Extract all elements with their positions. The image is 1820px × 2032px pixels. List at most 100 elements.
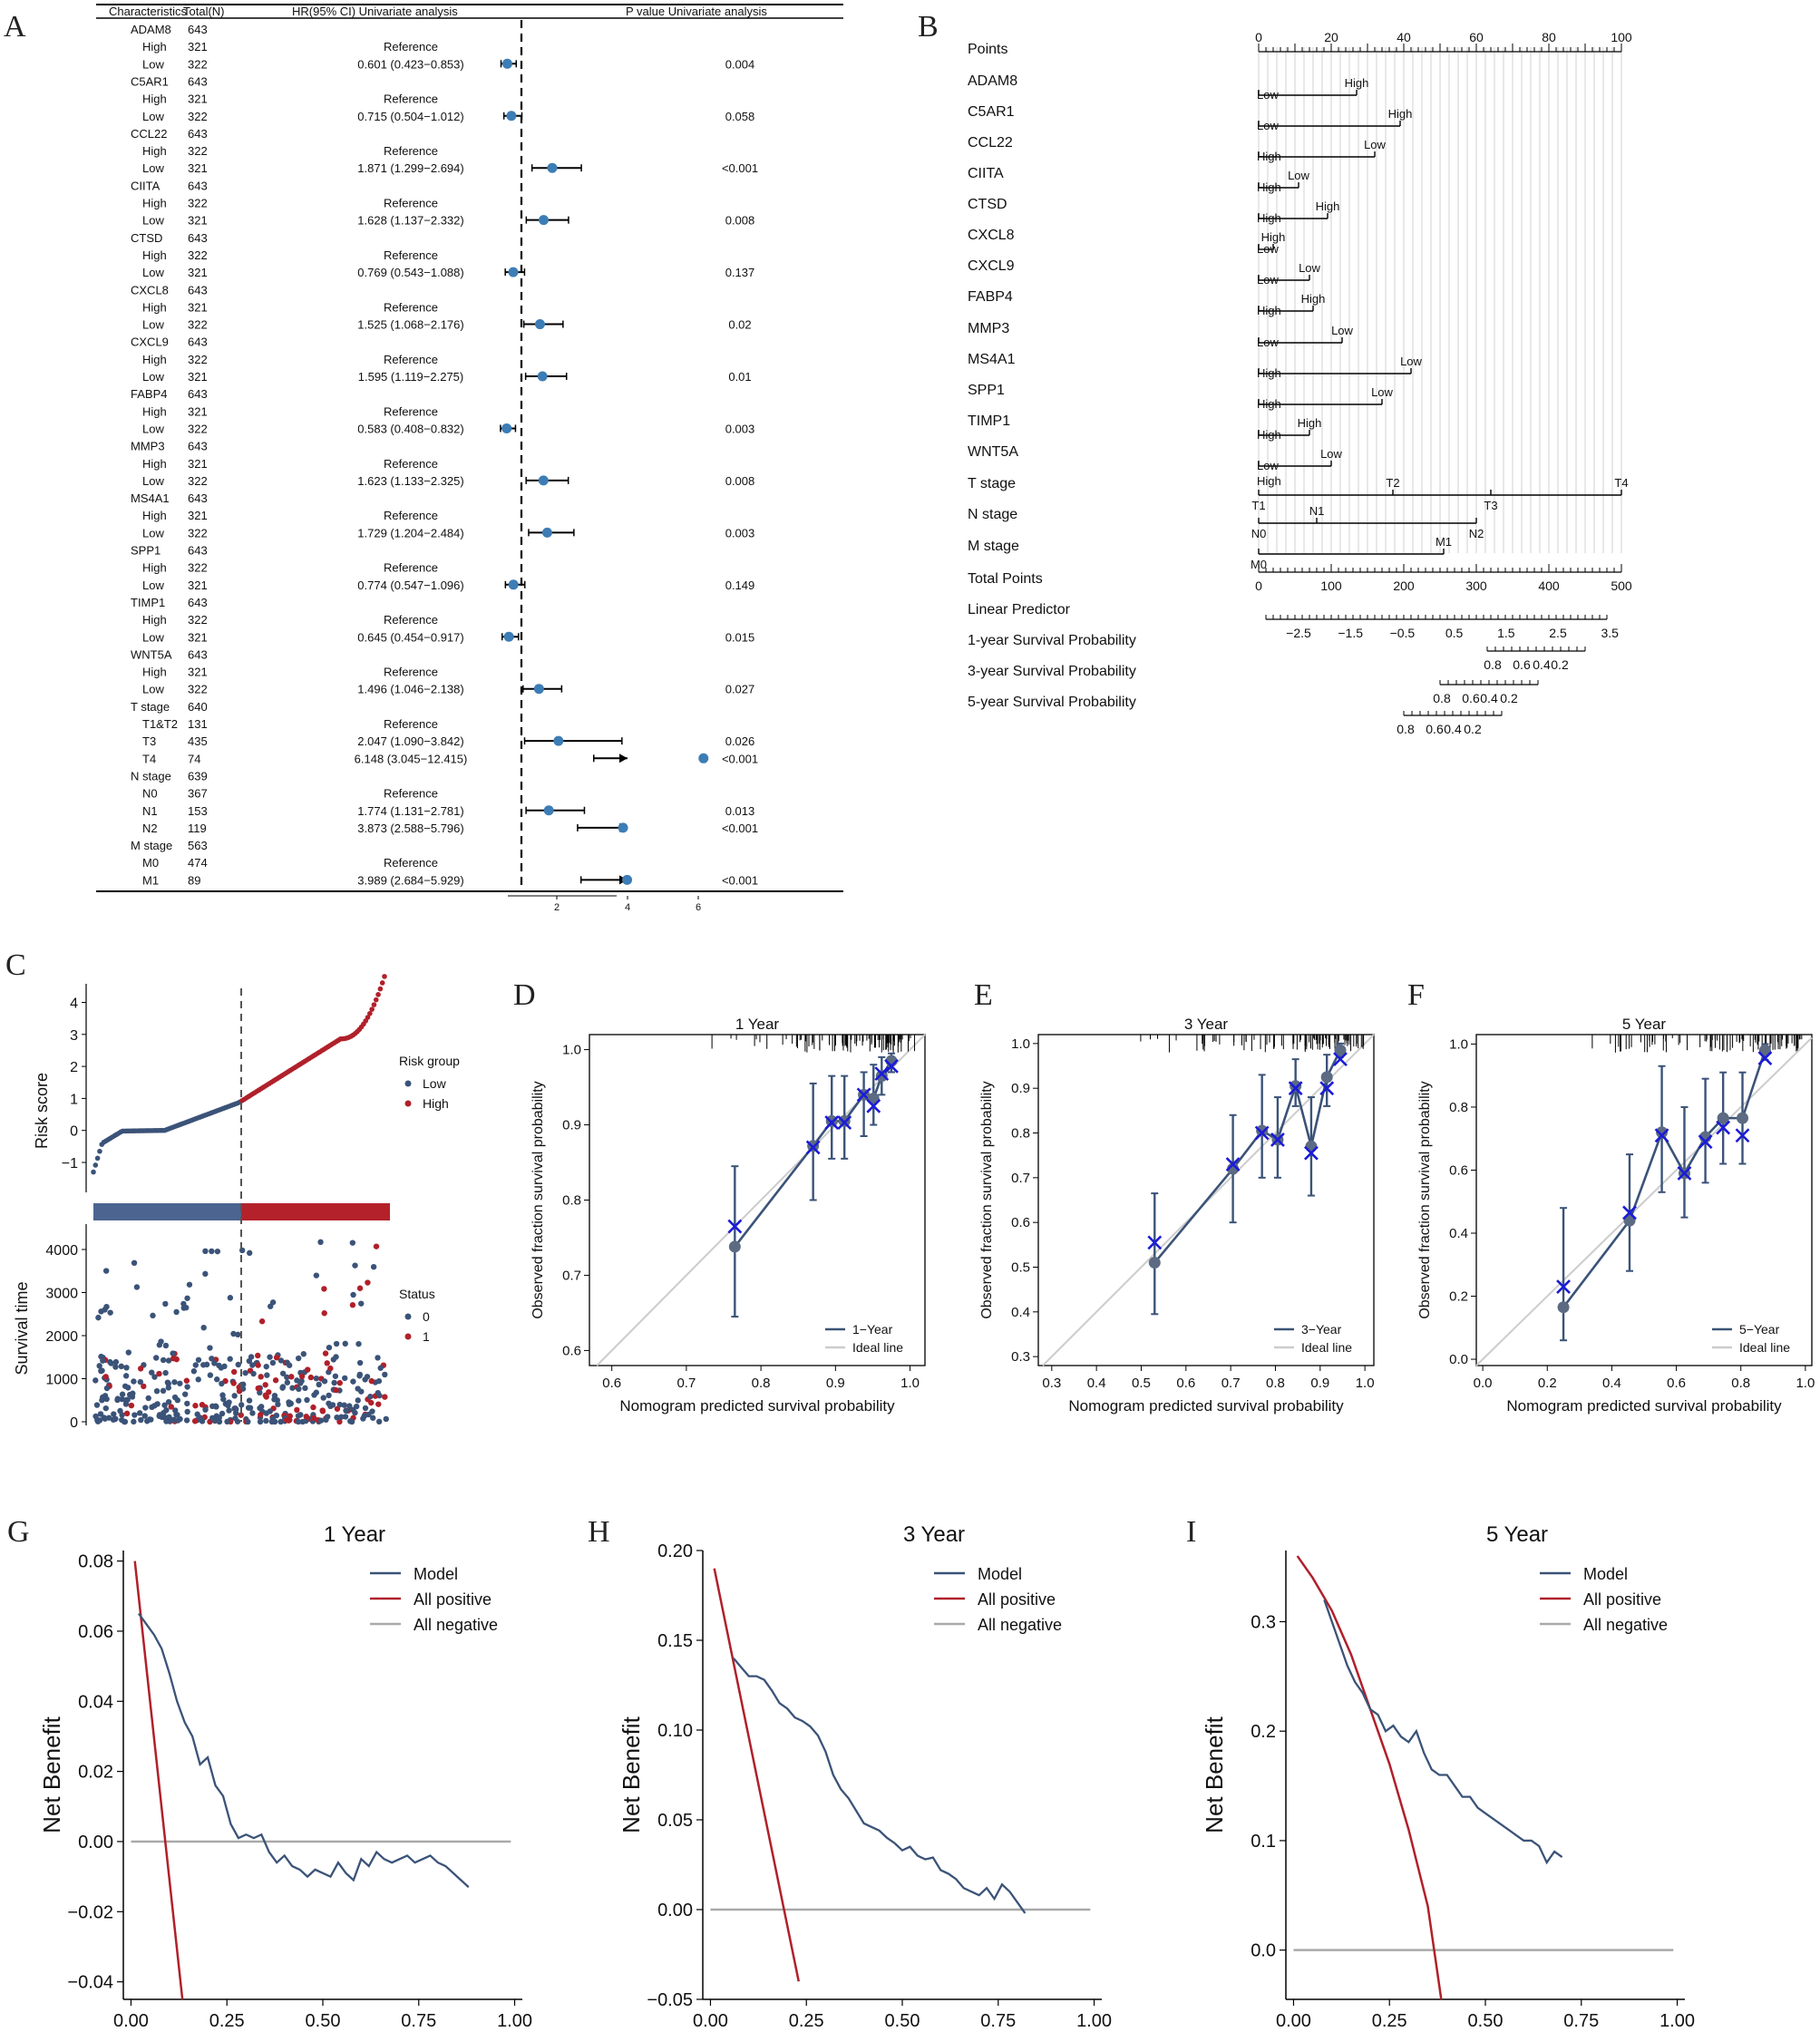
forest-row-pvalue: 0.008 (725, 474, 755, 488)
calibration-xtick-label: 0.4 (1602, 1376, 1621, 1391)
nomogram-level-left: Low (1257, 459, 1279, 472)
surv3-tick-label: 0.2 (1500, 691, 1518, 705)
forest-row-total: 321 (188, 578, 208, 592)
survival-point (219, 1410, 226, 1417)
dca-ylabel: Net Benefit (618, 1716, 645, 1833)
survival-point (238, 1402, 245, 1408)
forest-row-label: C5AR1 (131, 74, 169, 88)
survival-point (153, 1355, 160, 1361)
nomogram-row-label: CIITA (968, 166, 1004, 181)
survival-point (333, 1386, 339, 1394)
survival-point (171, 1417, 178, 1424)
survival-point (311, 1415, 317, 1422)
dca-ytick-label: 0.00 (657, 1901, 693, 1920)
nomogram-level-right: High (1301, 292, 1326, 306)
survival-point (192, 1362, 200, 1368)
calibration-x-marker (1654, 1128, 1669, 1143)
dca-legend-label: All positive (414, 1590, 491, 1609)
survival-point (133, 1284, 141, 1290)
survival-point (220, 1395, 227, 1403)
survival-point (165, 1385, 171, 1391)
calibration-title: 5 Year (1622, 1016, 1667, 1033)
survival-point (375, 1377, 383, 1385)
forest-row-label: CXCL8 (131, 283, 169, 297)
survival-point (287, 1413, 294, 1419)
forest-row-total: 321 (188, 457, 208, 471)
survival-point (166, 1414, 172, 1421)
total-points-tick-label: 500 (1611, 578, 1632, 593)
survival-point (227, 1356, 233, 1362)
forest-row-label: Low (142, 370, 164, 384)
forest-row-label: High (142, 197, 167, 210)
panel-letter-D: D (513, 978, 536, 1012)
calibration-ytick-label: 0.7 (1011, 1171, 1030, 1186)
forest-row-total: 321 (188, 404, 208, 418)
survival-point (231, 1393, 238, 1399)
survival-point (334, 1414, 340, 1421)
forest-row-label: Low (142, 683, 164, 696)
calibration-ytick-label: 0.9 (562, 1118, 581, 1133)
survival-point (303, 1417, 309, 1424)
forest-row-label: Low (142, 57, 164, 71)
risk-ytick-label: 0 (70, 1124, 78, 1140)
points-tick-label: 40 (1397, 30, 1411, 44)
nomogram-level-left: High (1257, 366, 1281, 380)
survival-point (303, 1414, 309, 1420)
forest-row-label: Low (142, 526, 164, 540)
survival-point (171, 1379, 178, 1385)
dca-xtick-label: 0.75 (401, 2011, 436, 2031)
total-points-tick-label: 200 (1393, 578, 1415, 593)
forest-row-pvalue: 0.008 (725, 214, 755, 228)
calibration-point (1256, 1124, 1269, 1137)
forest-row-total: 643 (188, 127, 208, 141)
survival-point (258, 1318, 266, 1325)
survival-point (294, 1377, 300, 1384)
calibration-x-marker (1716, 1120, 1731, 1135)
survival-point (183, 1417, 190, 1424)
nomogram-level-left: High (1257, 397, 1281, 411)
forest-row-hr: 1.774 (1.131−2.781) (357, 804, 463, 818)
survival-point (338, 1414, 345, 1420)
calibration-x-marker (884, 1058, 899, 1074)
dca-xtick-label: 0.25 (789, 2011, 824, 2031)
calibration-legend-series-label: 3−Year (1301, 1322, 1342, 1337)
calibration-ytick-label: 0.6 (1011, 1215, 1030, 1230)
survival-ytick-label: 3000 (45, 1287, 78, 1302)
survival-point (258, 1412, 264, 1418)
dca-title: 3 Year (903, 1522, 965, 1547)
survival-point (137, 1366, 144, 1372)
survival-point (221, 1363, 228, 1370)
survival-point (348, 1418, 355, 1425)
forest-row-hr: Reference (384, 40, 438, 53)
forest-row-label: M1 (142, 873, 159, 887)
nomogram-row-label: Total Points (968, 571, 1043, 587)
forest-row-label: High (142, 300, 167, 314)
survival-point (119, 1391, 126, 1397)
survival-point (269, 1359, 277, 1366)
risk-ylabel: Risk score (33, 1073, 51, 1149)
survival-point (342, 1340, 348, 1347)
header-hr: HR(95% CI) Univariate analysis (292, 5, 458, 18)
forest-row-label: N stage (131, 769, 171, 783)
hr-point (538, 475, 549, 486)
calibration-ytick-label: 0.3 (1011, 1349, 1030, 1365)
survival-point (355, 1397, 361, 1404)
forest-row-hr: Reference (384, 92, 438, 106)
forest-row-total: 322 (188, 561, 208, 575)
surv5-tick-label: 0.8 (1397, 722, 1415, 736)
risk-ytick-label: 1 (70, 1092, 78, 1107)
linear-predictor-tick-label: 2.5 (1549, 626, 1567, 640)
nomogram-level-left: Low (1257, 273, 1279, 287)
forest-row-label: High (142, 248, 167, 262)
hr-point (501, 58, 512, 69)
survival-point (190, 1368, 198, 1375)
forest-row-label: Low (142, 422, 164, 435)
calibration-x-marker (1735, 1128, 1750, 1143)
forest-row-total: 322 (188, 318, 208, 332)
forest-row-label: High (142, 457, 167, 471)
survival-point (327, 1365, 334, 1372)
forest-row-hr: 2.047 (1.090−3.842) (357, 734, 463, 748)
forest-row-label: CXCL9 (131, 335, 169, 349)
calibration-frame (1037, 1034, 1375, 1366)
